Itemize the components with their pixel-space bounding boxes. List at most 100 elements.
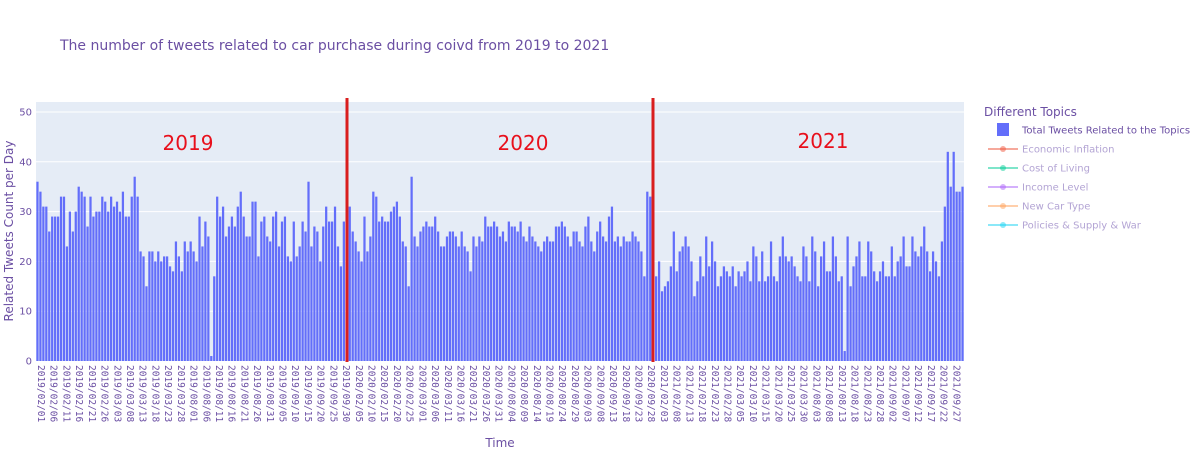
bar[interactable] (336, 246, 340, 361)
bar[interactable] (425, 221, 428, 361)
bar[interactable] (625, 241, 628, 361)
bar[interactable] (224, 236, 228, 361)
bar[interactable] (484, 216, 487, 361)
bar[interactable] (454, 236, 457, 361)
bar[interactable] (292, 221, 295, 361)
bar[interactable] (599, 221, 602, 361)
bar[interactable] (610, 206, 614, 361)
bar[interactable] (811, 236, 814, 361)
bar[interactable] (687, 246, 690, 361)
bar[interactable] (139, 251, 142, 361)
bar[interactable] (112, 206, 116, 361)
bar[interactable] (401, 241, 404, 361)
bar[interactable] (693, 296, 696, 361)
bar[interactable] (419, 231, 422, 362)
bar[interactable] (619, 246, 622, 361)
bar[interactable] (95, 211, 98, 361)
bar[interactable] (369, 236, 372, 361)
bar[interactable] (843, 351, 846, 361)
bar[interactable] (62, 196, 66, 361)
bar[interactable] (366, 251, 369, 361)
bar[interactable] (628, 241, 631, 361)
bar[interactable] (492, 221, 496, 361)
bar[interactable] (127, 216, 130, 361)
bar[interactable] (543, 241, 546, 361)
bar[interactable] (266, 236, 269, 361)
bar[interactable] (498, 236, 502, 361)
bar-series[interactable] (36, 151, 964, 362)
bar[interactable] (631, 231, 634, 362)
bar[interactable] (280, 221, 284, 361)
bar[interactable] (251, 201, 254, 361)
bar[interactable] (655, 276, 658, 361)
bar[interactable] (45, 206, 48, 361)
bar[interactable] (896, 261, 899, 361)
bar[interactable] (460, 231, 463, 362)
bar[interactable] (725, 271, 728, 361)
bar[interactable] (531, 236, 534, 361)
bar[interactable] (36, 181, 39, 361)
bar[interactable] (351, 231, 354, 362)
bar[interactable] (867, 241, 870, 361)
bar[interactable] (501, 231, 505, 362)
bar[interactable] (210, 356, 213, 361)
bar[interactable] (428, 226, 431, 361)
bar[interactable] (466, 251, 469, 361)
bar[interactable] (893, 276, 896, 361)
bar[interactable] (151, 251, 154, 361)
bar[interactable] (301, 221, 304, 361)
bar[interactable] (451, 231, 454, 362)
bar[interactable] (372, 191, 375, 361)
bar[interactable] (675, 271, 678, 361)
bar[interactable] (230, 216, 234, 361)
bar[interactable] (375, 196, 378, 361)
bar[interactable] (528, 226, 531, 361)
bar[interactable] (861, 276, 864, 361)
bar[interactable] (817, 286, 820, 361)
bar[interactable] (322, 226, 325, 361)
bar[interactable] (643, 276, 646, 361)
bar[interactable] (852, 266, 855, 361)
bar[interactable] (546, 236, 549, 361)
bar[interactable] (820, 256, 823, 361)
bar[interactable] (121, 191, 125, 361)
bar[interactable] (313, 226, 316, 361)
bar[interactable] (363, 216, 366, 361)
bar[interactable] (849, 286, 852, 361)
bar[interactable] (699, 256, 702, 361)
bar[interactable] (513, 226, 516, 361)
bar[interactable] (955, 191, 958, 361)
bar[interactable] (136, 196, 139, 361)
bar[interactable] (348, 206, 351, 361)
bar[interactable] (660, 291, 664, 361)
bar[interactable] (681, 246, 684, 361)
bar[interactable] (145, 286, 148, 361)
bar[interactable] (239, 191, 242, 361)
bar[interactable] (107, 211, 110, 361)
bar[interactable] (386, 221, 390, 361)
bar[interactable] (83, 196, 86, 361)
bar[interactable] (277, 246, 281, 361)
bar[interactable] (333, 206, 337, 361)
bar[interactable] (395, 201, 399, 361)
bar[interactable] (834, 256, 837, 361)
bar[interactable] (908, 266, 911, 361)
bar[interactable] (613, 241, 617, 361)
bar[interactable] (92, 216, 95, 361)
bar[interactable] (710, 241, 714, 361)
bar[interactable] (183, 241, 186, 361)
bar[interactable] (204, 221, 207, 361)
bar[interactable] (124, 216, 127, 361)
bar[interactable] (39, 191, 42, 361)
bar[interactable] (242, 216, 245, 361)
bar[interactable] (54, 216, 57, 361)
bar[interactable] (846, 236, 849, 361)
bar[interactable] (616, 236, 619, 361)
bar[interactable] (74, 211, 77, 361)
bar[interactable] (257, 256, 260, 361)
bar[interactable] (669, 266, 672, 361)
bar[interactable] (478, 236, 481, 361)
bar[interactable] (734, 286, 737, 361)
bar[interactable] (219, 216, 222, 361)
bar[interactable] (469, 271, 472, 361)
